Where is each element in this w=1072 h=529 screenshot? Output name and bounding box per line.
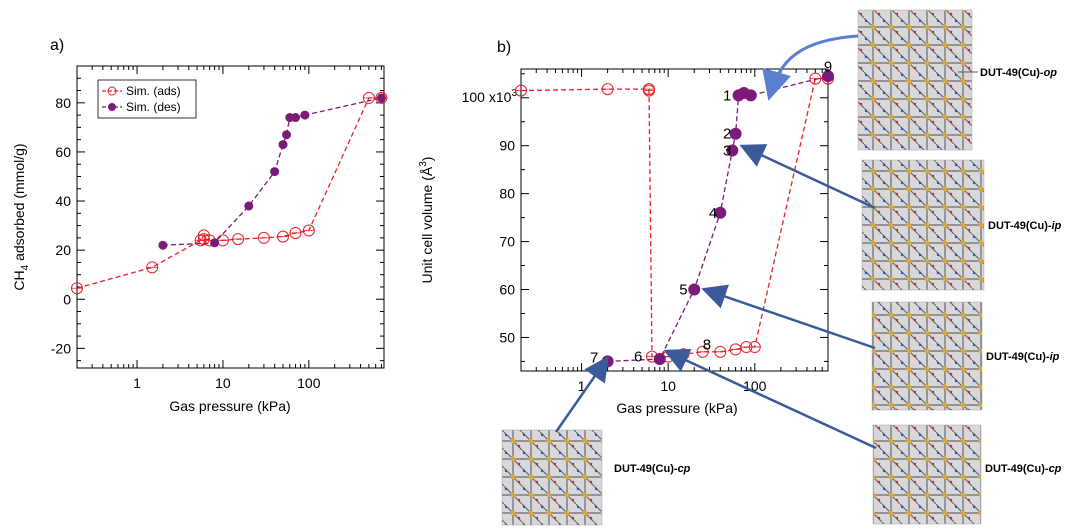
structure-ip-1: DUT-49(Cu)-ip bbox=[861, 159, 1062, 291]
panel-a-series-des-line bbox=[162, 97, 382, 246]
panel-a-ytick-label: 0 bbox=[63, 291, 71, 307]
point-label-9: 9 bbox=[824, 59, 832, 76]
panel-b-ytick-label: 60 bbox=[499, 282, 515, 298]
structure-cp-1-label: DUT-49(Cu)-cp bbox=[614, 463, 691, 475]
point-label-1: 1 bbox=[723, 87, 731, 104]
structure-op-label: DUT-49(Cu)-op bbox=[980, 67, 1057, 79]
structure-cp-2-image bbox=[872, 424, 982, 525]
panel-b-series-lines bbox=[520, 75, 829, 363]
arrow-ip-5 bbox=[701, 284, 876, 350]
panel-b-des-point bbox=[744, 89, 757, 102]
panel-a-xtick-label: 10 bbox=[215, 375, 231, 391]
panel-a-des-point bbox=[158, 240, 168, 250]
structure-cp-2-label: DUT-49(Cu)-cp bbox=[985, 463, 1062, 475]
arrow-cp-7 bbox=[554, 355, 609, 433]
arrow-cp-6 bbox=[663, 349, 877, 450]
point-label-5: 5 bbox=[679, 282, 687, 299]
panel-b-des-point bbox=[653, 353, 666, 366]
panel-b-ytick-label: 70 bbox=[499, 234, 515, 250]
panel-a-ytick-label: 20 bbox=[55, 242, 71, 258]
panel-a-legend: Sim. (ads) Sim. (des) bbox=[97, 79, 197, 119]
structure-cp-1: DUT-49(Cu)-cp bbox=[501, 429, 691, 526]
panel-a-x-axis-label: Gas pressure (kPa) bbox=[169, 398, 290, 414]
panel-a-series-lines bbox=[76, 97, 382, 289]
point-label-3: 3 bbox=[723, 142, 731, 159]
panel-a-des-point bbox=[278, 140, 288, 150]
legend-des-marker bbox=[108, 103, 116, 111]
panel-a-xtick-label: 1 bbox=[133, 375, 141, 391]
structure-ip-1-image bbox=[861, 159, 985, 291]
panel-b-xtick-label: 10 bbox=[660, 378, 676, 394]
panel-b-xtick-label: 1 bbox=[578, 378, 586, 394]
point-label-6: 6 bbox=[634, 349, 642, 366]
panel-a-ytick-label: -20 bbox=[51, 340, 71, 356]
legend-des-label: Sim. (des) bbox=[126, 100, 181, 114]
legend-ads-label: Sim. (ads) bbox=[126, 84, 181, 98]
panel-a-xtick-label: 100 bbox=[297, 375, 321, 391]
panel-b-y-axis-label: Unit cell volume (Å3) bbox=[418, 157, 435, 284]
panel-a-letter: a) bbox=[50, 37, 64, 54]
point-label-8: 8 bbox=[703, 337, 711, 354]
arrow-op bbox=[762, 34, 859, 101]
legend-ads-marker bbox=[107, 86, 117, 96]
panel-b-x-axis-label: Gas pressure (kPa) bbox=[616, 400, 737, 416]
panel-b-ytick-label: 50 bbox=[499, 329, 515, 345]
panel-a-des-point bbox=[282, 130, 292, 140]
panel-a-des-point bbox=[210, 238, 220, 248]
panel-a-ytick-label: 80 bbox=[55, 95, 71, 111]
panel-a-des-point bbox=[270, 167, 280, 177]
legend-box bbox=[97, 79, 197, 119]
panel-a-des-point bbox=[376, 93, 386, 103]
panel-b-plot-frame bbox=[520, 68, 829, 372]
structure-op-image bbox=[857, 9, 973, 151]
panel-a-chart: a) 1 10 100 -20 0 20 40 60 80 Sim. (ads) Sim. (d… bbox=[11, 37, 388, 414]
panel-a-des-point bbox=[300, 110, 310, 120]
panel-b-series-des-line bbox=[607, 75, 829, 363]
panel-b-ytick-label: 80 bbox=[499, 186, 515, 202]
structure-ip-2-label: DUT-49(Cu)-ip bbox=[986, 351, 1060, 363]
arrow-ip-3 bbox=[739, 144, 876, 210]
panel-b-ytick-top: 100 x103 bbox=[462, 88, 518, 105]
panel-a-des-point bbox=[291, 113, 301, 123]
structure-ip-1-label: DUT-49(Cu)-ip bbox=[988, 220, 1062, 232]
panel-b-ytick-label: 90 bbox=[499, 138, 515, 154]
structure-cp-1-image bbox=[501, 429, 603, 526]
structure-op: DUT-49(Cu)-op bbox=[857, 9, 1057, 151]
structure-ip-2-image bbox=[871, 301, 983, 411]
panel-a-ytick-label: 60 bbox=[55, 144, 71, 160]
structure-cp-2: DUT-49(Cu)-cp bbox=[872, 424, 1062, 525]
point-label-7: 7 bbox=[590, 350, 598, 367]
panel-b-des-point bbox=[714, 206, 727, 219]
panel-b-letter: b) bbox=[497, 39, 511, 56]
point-label-2: 2 bbox=[723, 126, 731, 143]
panel-a-plot-frame bbox=[76, 65, 385, 369]
panel-a-series-ads-line bbox=[76, 97, 382, 289]
point-label-4: 4 bbox=[709, 205, 717, 222]
panel-a-ytick-label: 40 bbox=[55, 193, 71, 209]
panel-b-des-point bbox=[729, 127, 742, 140]
panel-b-des-point bbox=[726, 144, 739, 157]
arrows bbox=[554, 34, 877, 450]
panel-b-points bbox=[515, 70, 834, 368]
panel-a-y-axis-label: CH4 adsorbed (mmol/g) bbox=[11, 143, 31, 290]
panel-a-ticks: 1 10 100 -20 0 20 40 60 80 bbox=[51, 65, 384, 391]
panel-a-points bbox=[71, 91, 388, 295]
structure-ip-2: DUT-49(Cu)-ip bbox=[871, 301, 1060, 411]
panel-b-des-point bbox=[688, 283, 701, 296]
panel-b-des-point bbox=[822, 70, 834, 83]
panel-a-des-point bbox=[244, 201, 254, 211]
